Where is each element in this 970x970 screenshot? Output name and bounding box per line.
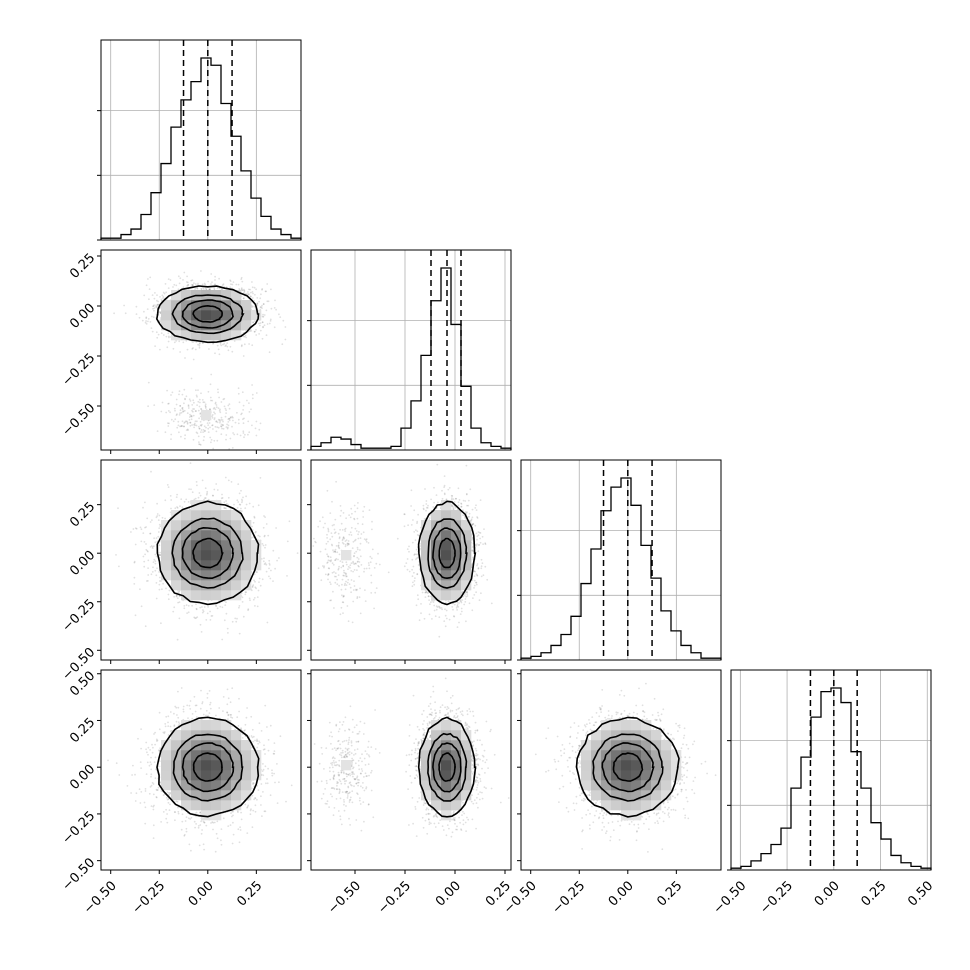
panel-frame-0-2: [100, 459, 302, 661]
contour-0-2-0: [156, 500, 260, 606]
x-tick-label-0-2: 0.00: [186, 878, 217, 909]
contour-1-2-2: [432, 527, 462, 580]
density-shading-1-2: [341, 500, 472, 601]
x-tick-label-3-2: 0.00: [812, 878, 843, 909]
y-tick-label-1-1: −0.25: [60, 351, 99, 390]
contour-0-2-3: [192, 537, 224, 569]
x-tick-label-3-0: −0.50: [711, 878, 750, 917]
panel-frame-1-2: [310, 459, 512, 661]
y-tick-label-3-0: −0.50: [60, 855, 99, 894]
contour-2-3-0: [575, 716, 680, 818]
y-tick-label-3-3: 0.25: [67, 715, 98, 746]
contour-0-2-2: [181, 526, 235, 580]
contour-0-2-1: [171, 517, 244, 589]
histogram-step-3: [730, 687, 932, 870]
x-tick-label-2-1: −0.25: [550, 878, 589, 917]
contour-0-3-3: [192, 752, 223, 782]
contour-0-1-1: [171, 294, 245, 335]
y-tick-label-1-2: 0.00: [67, 301, 98, 332]
y-tick-label-2-3: 0.25: [67, 499, 98, 530]
panel-frame-0-3: [100, 669, 302, 871]
histogram-panel-1: [307, 249, 512, 451]
panel-frame-2-3: [520, 669, 722, 871]
contour-1-3-0: [417, 716, 477, 818]
scatter-panel-0-1: [97, 249, 302, 454]
contour-1-3-2: [432, 742, 462, 793]
x-tick-label-1-1: −0.25: [375, 878, 414, 917]
histogram-panel-2: [517, 459, 722, 661]
x-tick-label-2-2: 0.00: [606, 878, 637, 909]
contour-0-1-0: [155, 285, 260, 344]
panel-frame-0-0: [100, 39, 302, 241]
x-tick-label-0-1: −0.25: [130, 878, 169, 917]
contour-0-3-0: [156, 716, 260, 818]
scatter-panel-1-3: [307, 669, 512, 874]
contour-1-2-3: [438, 537, 456, 569]
contour-0-3-1: [172, 733, 244, 802]
y-tick-label-1-3: 0.25: [67, 251, 98, 282]
x-tick-label-1-0: −0.50: [325, 878, 364, 917]
panels-layer: [97, 39, 932, 874]
panel-frame-2-2: [520, 459, 722, 661]
x-tick-label-3-4: 0.50: [905, 878, 936, 909]
y-tick-label-2-2: 0.00: [67, 548, 98, 579]
contour-2-3-1: [592, 733, 664, 802]
x-tick-label-2-3: 0.25: [654, 878, 685, 909]
scatter-panel-0-3: [97, 669, 302, 874]
x-tick-label-0-0: −0.50: [81, 878, 120, 917]
contour-1-2-1: [427, 518, 468, 589]
x-tick-label-3-1: −0.25: [757, 878, 796, 917]
contour-2-3-3: [612, 752, 644, 782]
contour-0-1-2: [181, 299, 234, 329]
y-tick-label-1-0: −0.50: [60, 401, 99, 440]
y-tick-label-3-1: −0.25: [60, 809, 99, 848]
histogram-step-2: [520, 477, 722, 660]
y-tick-label-2-1: −0.25: [60, 596, 99, 635]
contour-0-3-2: [181, 742, 235, 793]
histogram-step-1: [310, 267, 512, 450]
contour-2-3-2: [601, 742, 655, 793]
x-tick-label-1-2: 0.00: [433, 878, 464, 909]
contour-1-3-3: [438, 752, 457, 782]
y-tick-label-3-2: 0.00: [67, 762, 98, 793]
panel-frame-1-1: [310, 249, 512, 451]
contour-0-1-3: [192, 304, 223, 323]
panel-frame-3-3: [730, 669, 932, 871]
panel-frame-1-3: [310, 669, 512, 871]
scatter-panel-0-2: [97, 459, 302, 664]
histogram-panel-0: [97, 39, 302, 241]
panel-frame-0-1: [100, 249, 302, 451]
histogram-panel-3: [727, 669, 932, 871]
x-tick-label-0-3: 0.25: [234, 878, 265, 909]
contour-1-2-0: [417, 500, 477, 606]
x-tick-label-3-3: 0.25: [859, 878, 890, 909]
histogram-step-0: [100, 57, 302, 240]
scatter-panel-2-3: [517, 669, 722, 874]
contour-1-3-1: [427, 732, 468, 802]
scatter-panel-1-2: [307, 459, 512, 664]
